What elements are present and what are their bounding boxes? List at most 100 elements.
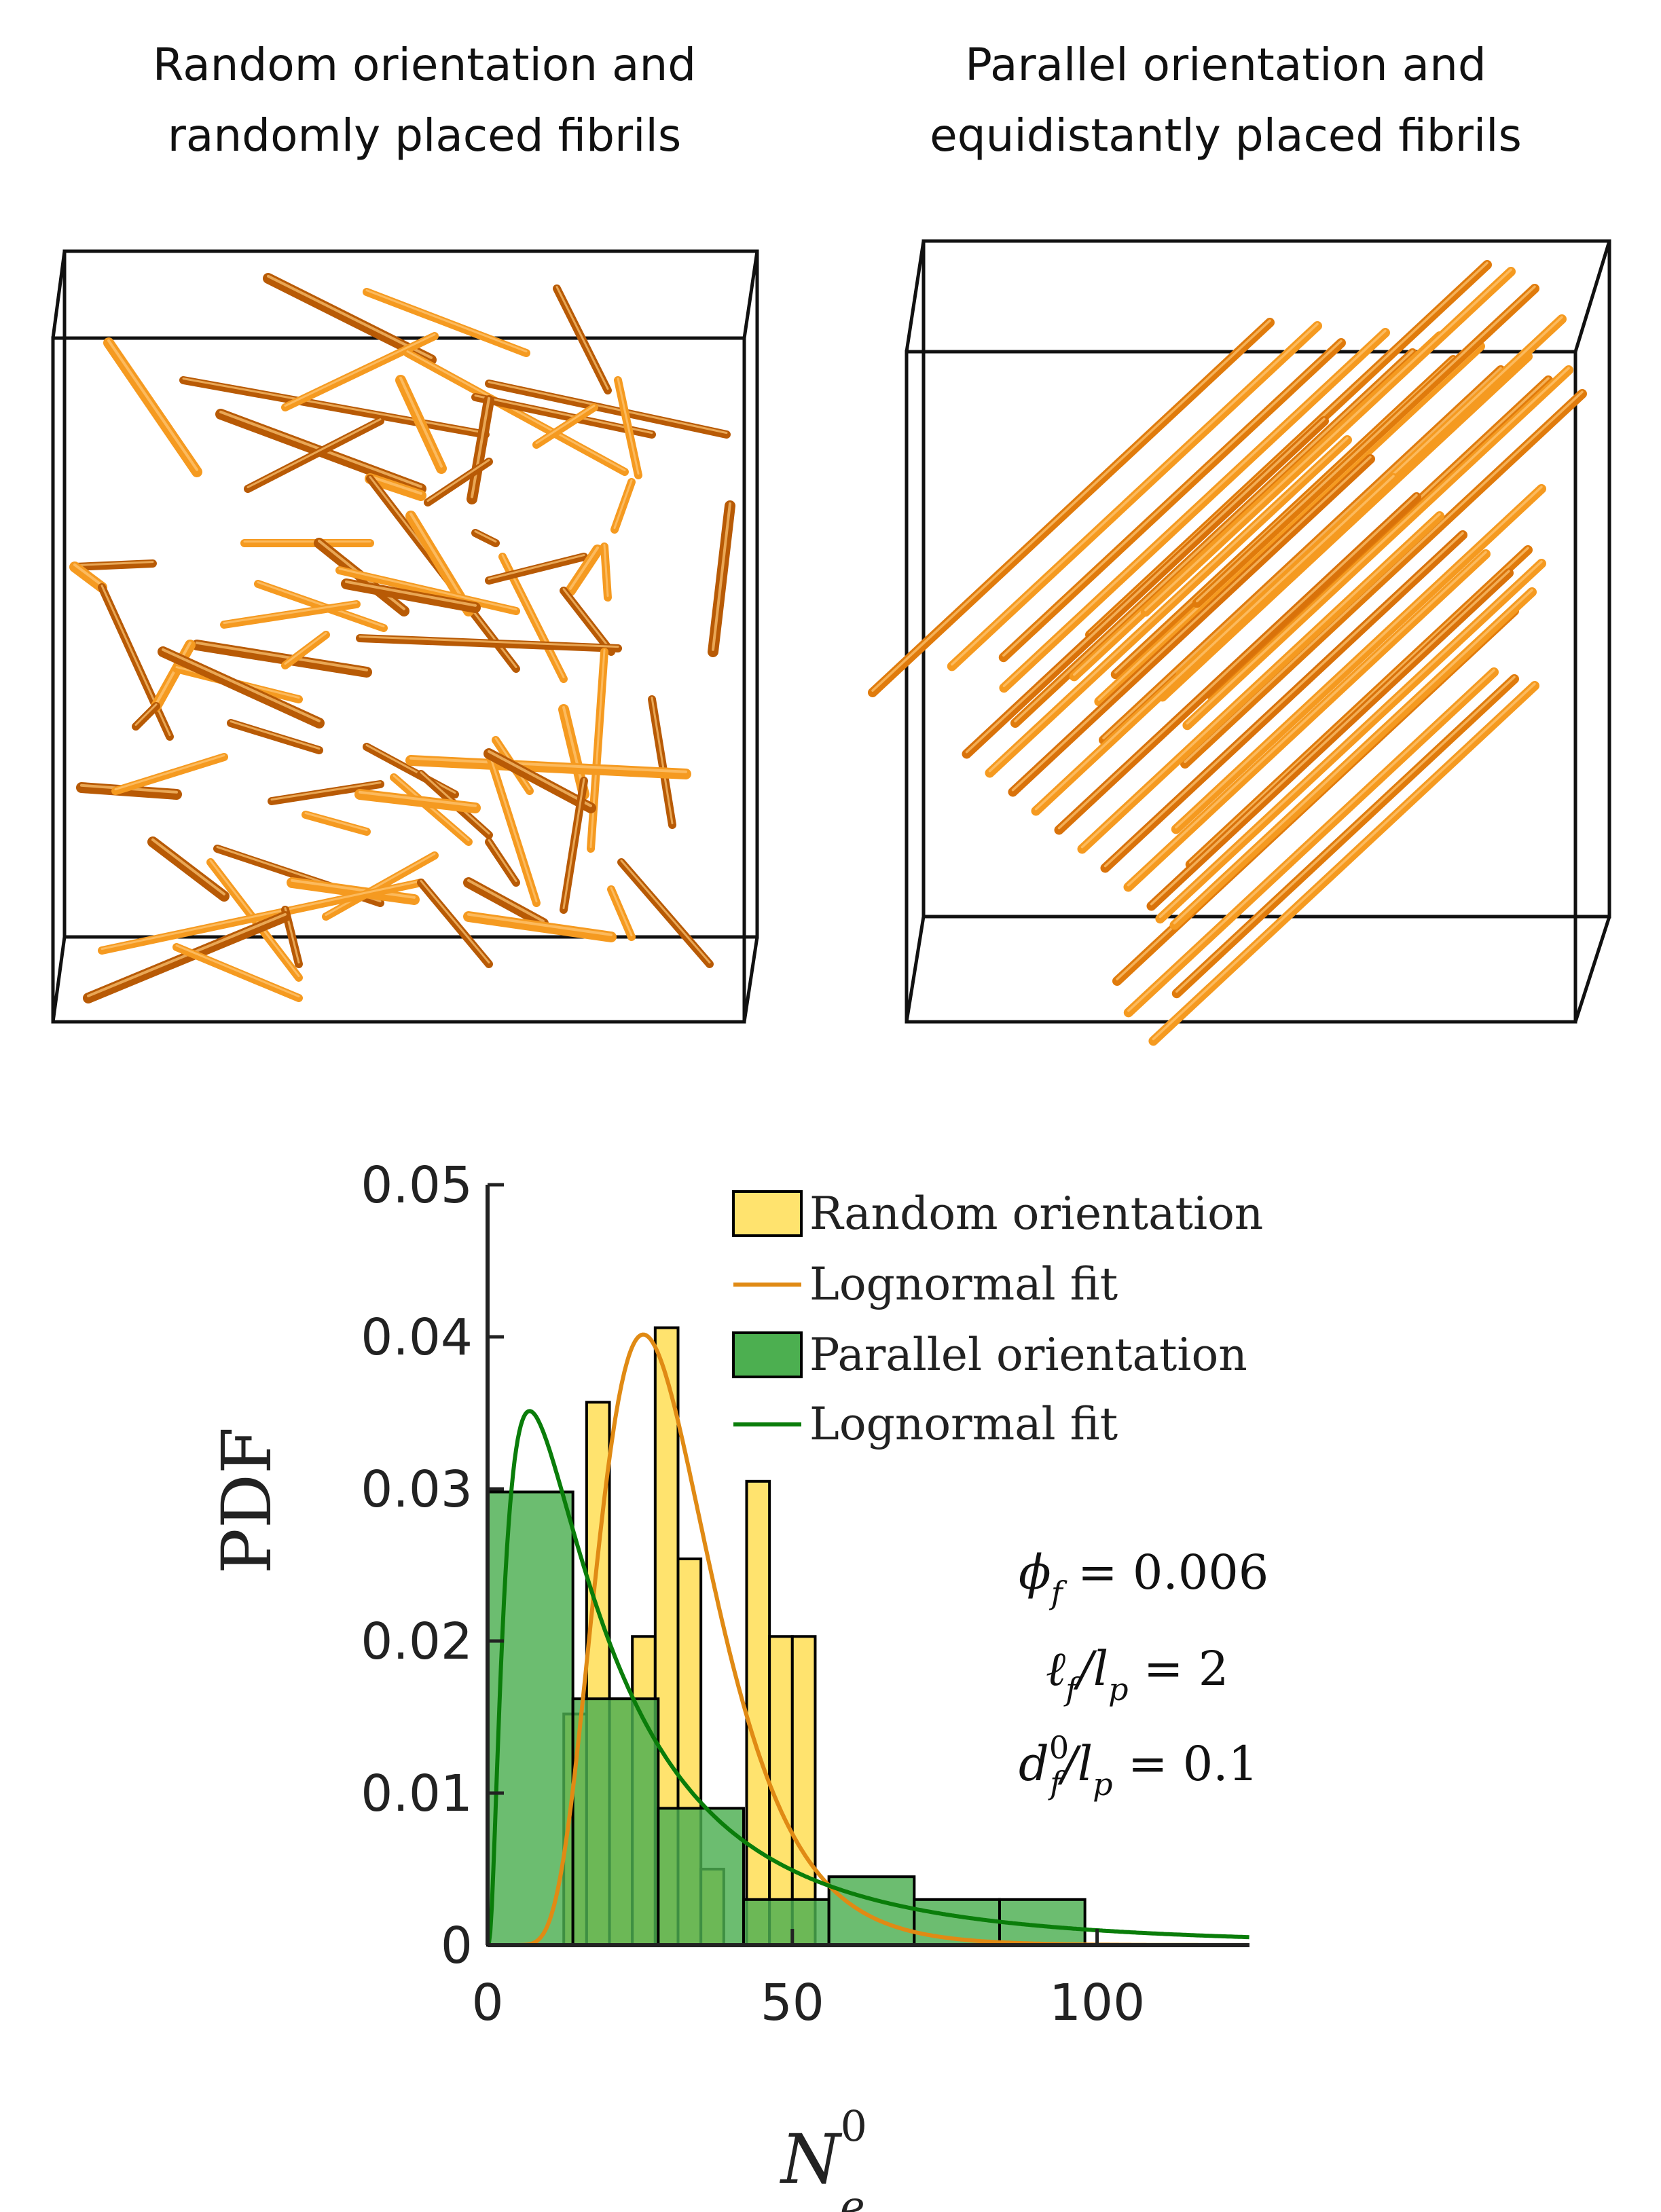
parallel-orientation-bar [571,1697,660,1947]
random-orientation-bars [562,1326,817,1947]
fibril-rod [98,879,425,955]
box-edge [51,251,67,339]
right-title-line-2: equidistantly placed fibrils [930,109,1522,162]
fibril-rod [617,858,714,968]
fibril-rod [648,695,676,829]
fibril-rod [614,376,642,479]
fibril-rod [1123,667,1499,1018]
fibril-rod [132,702,160,731]
fibril-rod [708,500,735,657]
fibril-rod [1010,348,1417,728]
fibril-rod [1182,365,1573,731]
fibril-rod [1146,568,1514,911]
fibril-rod [227,719,323,754]
x-tick-label: 0 [471,1974,503,2032]
parallel-fibril-box [868,239,1611,1046]
annotation-df: d0 f/lp = 0.1 [1019,1729,1258,1803]
fibril-rod [111,753,228,795]
box-edge [1573,916,1611,1022]
fibril-rod [1077,511,1444,854]
random-orientation-bar [790,1635,817,1947]
x-axis-label-base: N [780,2120,843,2199]
legend-label-parallel-orientation: Parallel orientation [809,1329,1247,1381]
random-lognormal-fit-line [488,1332,1249,1947]
box-edge [1573,240,1611,352]
fibril-rod [424,458,493,506]
random-orientation-bar [699,1868,725,1947]
random-orientation-bar [745,1479,771,1947]
fibril-rod [417,879,493,968]
left-title-line-2: randomly placed fibrils [167,109,682,162]
legend-swatch-random-orientation [732,1190,803,1237]
fibril-rod [220,600,361,629]
parallel-orientation-bar [742,1898,830,1947]
parallel-orientation-bars [486,1490,1087,1947]
x-axis-label: N0 e [780,2101,867,2212]
fibril-rod [354,789,481,813]
legend-label-parallel-fit: Lognormal fit [809,1398,1118,1450]
fibril-rod [147,836,230,902]
fibril-rod [1171,674,1519,999]
fibril-rod [485,838,520,887]
box-edge [51,936,67,1022]
fibril-rod [962,416,1329,759]
annotation-lf: ℓf/lp = 2 [1046,1641,1228,1708]
random-orientation-bar [653,1326,680,1947]
fibril-rod [485,750,541,907]
fibril-rod [1169,587,1537,930]
random-orientation-bar [676,1557,703,1947]
fibril-rod [1140,267,1516,617]
parallel-orientation-bar [827,1875,916,1947]
box-edge [742,936,759,1022]
fibril-rod [1054,492,1421,835]
y-tick-label: 0.05 [361,1156,473,1215]
fibril-rod [287,877,420,905]
fibril-rod [179,376,490,439]
fibril-rod [1180,389,1587,769]
fibril-rod [268,780,384,805]
fibril-rod [405,755,691,779]
fibril-rod [1148,681,1539,1046]
fibril-rod [335,566,520,615]
fibril-rod [483,748,596,813]
fibril-rod [471,529,500,547]
fibril-rod [69,561,107,593]
y-tick-label: 0.02 [361,1612,473,1671]
fibril-rod [600,542,612,602]
y-tick-label: 0.03 [361,1460,473,1519]
random-orientation-bar [631,1635,657,1947]
right-title-line-1: Parallel orientation and [965,39,1486,91]
left-title-line-1: Random orientation and [152,39,697,91]
fibril-rod [998,338,1346,663]
lognormal-fit-curves [486,1332,1249,1947]
fibril-rod [1123,549,1491,892]
parallel-orientation-bar [486,1490,574,1947]
left-panel-title: Random orientation and randomly placed f… [48,30,801,171]
fibril-rod [244,417,384,493]
box-face [51,336,746,1024]
fibril-rod [985,435,1352,778]
x-tick-label: 50 [761,1974,824,2032]
fibril-rod [1031,473,1398,816]
fibril-rod [587,648,608,853]
fibril-rod [191,640,372,678]
x-tick-label: 100 [1049,1974,1145,2032]
random-orientation-bar [562,1712,588,1947]
x-axis-label-sub: e [840,2181,865,2212]
fibril-rod [151,640,196,712]
fibril-rod [403,349,629,476]
fibril-rod [1100,530,1467,873]
fibril-rod [485,380,731,439]
y-tick-label: 0 [441,1917,473,1975]
fibril-rod [98,583,174,741]
fibril-rod [365,473,426,501]
chart-axes: 0 0.01 0.02 0.03 0.04 0.05 0 50 100 [361,1156,1249,2032]
y-axis-label: PDF [207,1427,287,1574]
fibril-rod [356,634,622,652]
fibril-rod [463,877,549,929]
fibril-rod [463,911,617,942]
fibril-rod [999,328,1390,693]
fibril-rod [240,539,374,547]
y-tick-label: 0.01 [361,1765,473,1823]
box-edge [905,916,926,1022]
